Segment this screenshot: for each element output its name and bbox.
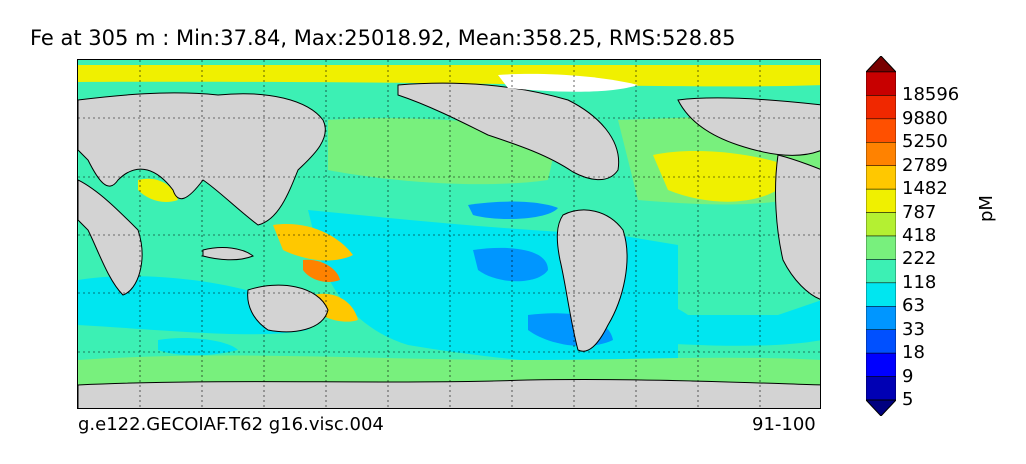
graticule [78, 60, 820, 408]
africa-east-landmass [78, 179, 143, 296]
year-range: 91-100 [752, 414, 816, 435]
colorbar-swatch [866, 212, 896, 237]
south-pacific-gyre-min [473, 247, 548, 282]
colorbar-swatch [866, 165, 896, 190]
north-pacific-gyre-min [468, 201, 558, 220]
europe-landmass [677, 97, 820, 156]
colorbar-tick-label: 118 [902, 271, 937, 293]
south-atlantic-low-fe [578, 293, 820, 346]
colorbar-tick-label: 9880 [902, 107, 948, 129]
map-panel [77, 59, 821, 409]
colorbar-tick-label: 63 [902, 295, 925, 317]
colorbar-swatch [866, 71, 896, 96]
arabian-sea-high [138, 178, 178, 202]
maritime-continent-high [273, 224, 353, 261]
colorbar-tick-label: 9 [902, 365, 914, 387]
colorbar-units: pM [976, 195, 997, 222]
colorbar-swatch [866, 352, 896, 377]
colorbar-extend-min [866, 399, 896, 416]
colorbar-swatch [866, 329, 896, 354]
south-america-landmass [556, 209, 628, 352]
colorbar-swatch [866, 306, 896, 330]
colorbar-tick-label: 787 [902, 201, 937, 223]
colorbar-swatch [866, 142, 896, 166]
africa-west-landmass [775, 154, 820, 300]
colorbar-swatch [866, 118, 896, 143]
case-name: g.e122.GECOIAF.T62 g16.visc.004 [78, 414, 384, 435]
indonesia-island [202, 247, 254, 261]
colorbar-swatch [866, 95, 896, 120]
colorbar [866, 56, 896, 416]
map-title: Fe at 305 m : Min:37.84, Max:25018.92, M… [30, 26, 736, 50]
colorbar-extend-max [866, 56, 896, 73]
colorbar-swatch [866, 376, 896, 401]
colorbar-tick-label: 418 [902, 225, 937, 246]
indian-south-low-fe [78, 276, 308, 335]
land-masses [78, 82, 820, 408]
colorbar-tick-label: 5 [902, 389, 914, 410]
colorbar-tick-label: 5250 [902, 131, 948, 153]
saharan-dust-plume [653, 150, 798, 202]
indian-sector-min [158, 338, 238, 356]
colorbar-tick-label: 18596 [902, 84, 960, 106]
colorbar-tick-label: 2789 [902, 154, 948, 176]
colorbar-tick-label: 1482 [902, 178, 948, 200]
colorbar-swatch [866, 235, 896, 260]
colorbar-swatch [866, 259, 896, 284]
colorbar-swatch [866, 282, 896, 307]
colorbar-tick-label: 222 [902, 248, 937, 270]
australia-landmass [247, 284, 329, 333]
png-max [303, 259, 340, 282]
colorbar-tick-label: 18 [902, 342, 925, 364]
sea-ice-patch [498, 73, 638, 92]
antarctica-landmass [78, 378, 820, 408]
map-canvas [78, 60, 820, 408]
arctic-high-fe [78, 65, 820, 87]
colorbar-swatch [866, 188, 896, 213]
colorbar-tick-label: 33 [902, 318, 925, 340]
